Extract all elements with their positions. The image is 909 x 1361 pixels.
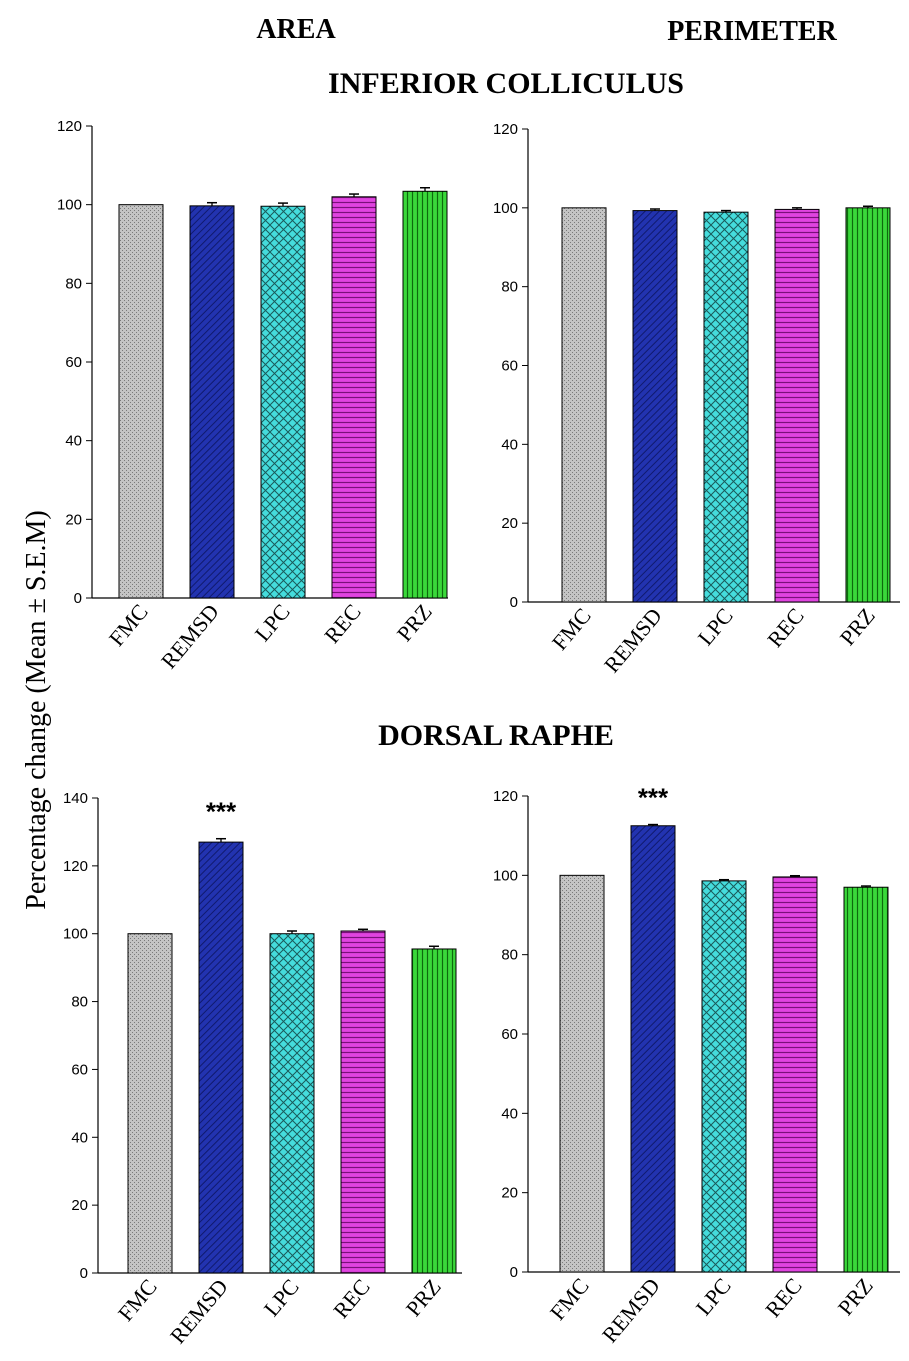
y-tick-label: 80 — [65, 275, 82, 292]
bar-lpc — [703, 211, 749, 603]
category-label-rec: REC — [319, 599, 366, 648]
panel-dorsal-raphe-area: 0 20 40 60 80 100 120 140 FMC *** REMSD LPC REC PRZ — [63, 790, 462, 1348]
bar-remsd — [632, 210, 678, 603]
bar-rec — [340, 930, 386, 1274]
bar-fmc — [118, 204, 164, 599]
shared-y-axis-label: Percentage change (Mean ± S.E.M) — [21, 510, 52, 909]
bar-remsd — [630, 825, 676, 1273]
y-tick-label: 80 — [501, 947, 518, 964]
panel-inferior-colliculus-perimeter: 0 20 40 60 80 100 120 FMC REMSD LPC REC PRZ — [493, 121, 900, 677]
bar-rec — [774, 208, 820, 603]
column-heading-area: AREA — [256, 14, 336, 45]
bar-fmc — [561, 207, 607, 603]
category-label-rec: REC — [762, 603, 809, 652]
y-tick-label: 120 — [63, 858, 88, 875]
category-label-remsd: REMSD — [597, 1273, 665, 1347]
panel-inferior-colliculus-area: 0 20 40 60 80 100 120 FMC REMSD LPC REC PRZ — [57, 118, 448, 673]
row-heading-inferior-colliculus: INFERIOR COLLICULUS — [328, 67, 684, 100]
bar-lpc — [701, 880, 747, 1273]
bar-rec — [331, 196, 377, 599]
category-label-remsd: REMSD — [165, 1274, 233, 1348]
category-label-rec: REC — [328, 1274, 375, 1323]
y-tick-label: 100 — [493, 200, 518, 217]
y-tick-label: 60 — [71, 1061, 88, 1078]
bar-lpc — [260, 205, 306, 599]
category-label-rec: REC — [760, 1273, 807, 1322]
category-label-fmc: FMC — [545, 1273, 594, 1325]
y-tick-label: 20 — [501, 1185, 518, 1202]
y-tick-label: 100 — [493, 867, 518, 884]
y-tick-label: 60 — [501, 358, 518, 375]
y-tick-label: 80 — [71, 994, 88, 1011]
y-tick-label: 20 — [65, 511, 82, 528]
bar-prz — [402, 190, 448, 599]
bar-fmc — [127, 933, 173, 1274]
category-label-prz: PRZ — [835, 603, 880, 650]
bar-lpc — [269, 933, 315, 1274]
category-label-remsd: REMSD — [156, 599, 224, 673]
category-label-lpc: LPC — [250, 599, 295, 646]
bar-prz — [843, 886, 889, 1273]
bar-remsd — [198, 841, 244, 1274]
y-tick-label: 40 — [501, 436, 518, 453]
y-tick-label: 0 — [510, 594, 518, 611]
category-label-prz: PRZ — [392, 599, 437, 646]
bar-prz — [845, 207, 891, 603]
y-tick-label: 20 — [501, 515, 518, 532]
y-tick-label: 20 — [71, 1197, 88, 1214]
category-label-prz: PRZ — [401, 1274, 446, 1321]
y-tick-label: 0 — [510, 1264, 518, 1281]
y-tick-label: 100 — [63, 926, 88, 943]
y-tick-label: 120 — [57, 118, 82, 135]
significance-marker: *** — [638, 783, 669, 813]
y-tick-label: 100 — [57, 197, 82, 214]
y-tick-label: 40 — [65, 433, 82, 450]
bar-prz — [411, 948, 457, 1274]
y-tick-label: 0 — [74, 590, 82, 607]
y-tick-label: 40 — [71, 1129, 88, 1146]
column-heading-perimeter: PERIMETER — [667, 16, 837, 47]
row-heading-dorsal-raphe: DORSAL RAPHE — [378, 719, 614, 752]
y-tick-label: 80 — [501, 279, 518, 296]
category-label-lpc: LPC — [691, 1273, 736, 1320]
y-tick-label: 60 — [65, 354, 82, 371]
category-label-lpc: LPC — [693, 603, 738, 650]
significance-marker: *** — [206, 797, 237, 827]
bar-fmc — [559, 874, 605, 1273]
y-tick-label: 120 — [493, 788, 518, 805]
y-tick-label: 0 — [80, 1265, 88, 1282]
bar-remsd — [189, 205, 235, 599]
y-tick-label: 140 — [63, 790, 88, 807]
panel-dorsal-raphe-perimeter: 0 20 40 60 80 100 120 FMC *** REMSD LPC REC PRZ — [493, 783, 900, 1347]
category-label-lpc: LPC — [259, 1274, 304, 1321]
bar-rec — [772, 876, 818, 1273]
y-tick-label: 40 — [501, 1105, 518, 1122]
category-label-fmc: FMC — [113, 1274, 162, 1326]
y-tick-label: 120 — [493, 121, 518, 138]
category-label-fmc: FMC — [104, 599, 153, 651]
category-label-fmc: FMC — [547, 603, 596, 655]
y-tick-label: 60 — [501, 1026, 518, 1043]
category-label-remsd: REMSD — [599, 603, 667, 677]
category-label-prz: PRZ — [833, 1273, 878, 1320]
